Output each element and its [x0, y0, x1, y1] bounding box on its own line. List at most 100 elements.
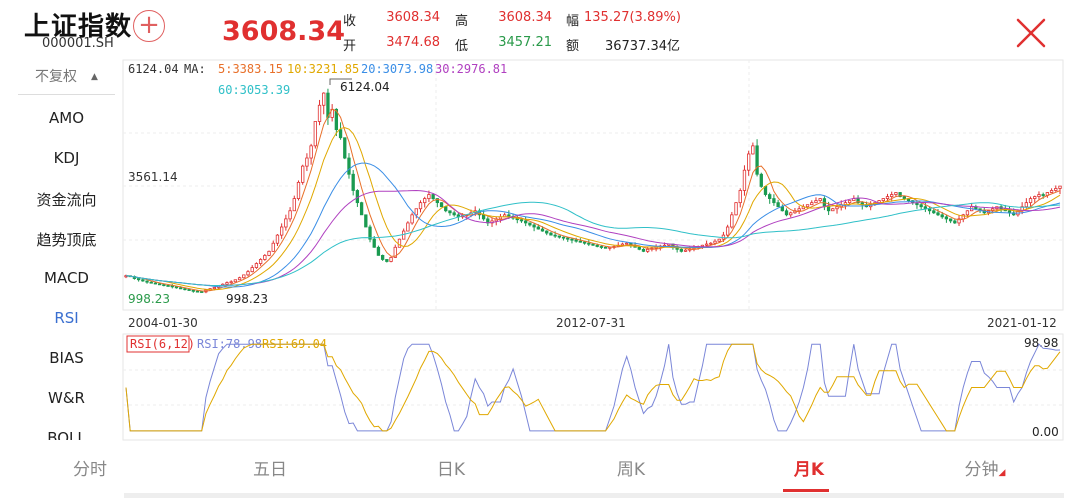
candle-body — [145, 280, 149, 283]
candle-body — [953, 220, 957, 224]
rsi-ymin-label: 0.00 — [1032, 425, 1059, 439]
candle-body — [713, 240, 717, 244]
candle-body — [948, 218, 953, 222]
adjust-select-label: 不复权 — [35, 69, 78, 85]
candle-body — [334, 108, 339, 131]
candle-body — [738, 190, 742, 204]
candle-body — [944, 216, 949, 220]
candle-body — [747, 153, 751, 171]
candle-body — [1028, 198, 1033, 204]
candle-body — [709, 242, 713, 245]
candle-body — [372, 238, 376, 248]
candle-body — [237, 277, 242, 281]
candle-body — [881, 198, 885, 202]
candle-body — [957, 218, 961, 224]
rsi-legend-box — [126, 335, 190, 353]
candle-body — [742, 169, 747, 191]
candle-body — [768, 194, 772, 199]
candle-body — [414, 208, 418, 216]
candle-body — [826, 206, 831, 212]
tab-intraday[interactable]: 分时 — [73, 460, 107, 480]
field-label-close: 收 — [343, 14, 357, 29]
candle-body — [936, 212, 940, 216]
max-marker: 6124.04 — [340, 80, 390, 94]
candle-body — [200, 291, 204, 293]
candle-body — [734, 202, 738, 216]
rsi-line-2 — [125, 343, 1061, 432]
ma-line-10 — [125, 127, 1061, 291]
candle-body — [1058, 185, 1062, 189]
x-tick-3: 2021-01-12 — [987, 316, 1057, 330]
sidebar-item-kdj[interactable]: KDJ — [53, 149, 80, 167]
tab-five-day[interactable]: 五日 — [253, 460, 287, 480]
candle-body — [898, 192, 902, 197]
candle-body — [1041, 194, 1045, 196]
candle-body — [195, 290, 200, 293]
candle-body — [574, 239, 578, 242]
candle-body — [225, 282, 229, 285]
sidebar-item-bias[interactable]: BIAS — [49, 349, 84, 367]
sidebar-item-macd[interactable]: MACD — [44, 269, 89, 287]
candle-body — [536, 226, 540, 230]
ma60-legend: 60:3053.39 — [218, 83, 290, 97]
candle-body — [158, 283, 162, 286]
triangle-down-icon: ▲ — [91, 72, 98, 82]
close-button[interactable] — [1014, 16, 1048, 50]
tab-minute[interactable]: 分钟◢ — [940, 455, 1030, 480]
candle-body — [355, 190, 360, 204]
sidebar-item-wr[interactable]: W&R — [48, 389, 85, 407]
candle-body — [919, 204, 923, 208]
tab-weekly-k[interactable]: 周K — [616, 460, 646, 480]
ma-line-5 — [125, 108, 1061, 292]
candle-body — [183, 288, 187, 291]
sidebar-item-fund-flow[interactable]: 资金流向 — [36, 191, 97, 209]
field-value-open: 3474.68 — [386, 35, 440, 50]
sidebar-item-rsi[interactable]: RSI — [54, 309, 79, 327]
candle-body — [229, 281, 233, 284]
add-watchlist-button[interactable]: + — [133, 10, 165, 42]
candle-body — [902, 196, 906, 199]
sidebar-item-amo[interactable]: AMO — [48, 109, 84, 127]
tab-minute-label: 分钟 — [964, 460, 999, 480]
candle-body — [1024, 202, 1028, 208]
tab-monthly-k[interactable]: 月K — [793, 460, 825, 480]
indicator-sidebar: 不复权 ▲ AMO KDJ 资金流向 趋势顶底 MACD RSI BIAS W&R… — [18, 62, 115, 440]
ma5-legend: 5:3383.15 — [218, 62, 283, 76]
candle-body — [296, 181, 301, 199]
candle-body — [343, 137, 347, 159]
candle-body — [507, 214, 511, 217]
candle-body — [174, 286, 179, 289]
candle-body — [1033, 196, 1037, 199]
tab-daily-k[interactable]: 日K — [436, 460, 466, 480]
candle-body — [1049, 190, 1054, 193]
candle-body — [452, 212, 456, 216]
candle-body — [797, 208, 801, 212]
candle-body — [776, 202, 780, 208]
candle-body — [847, 200, 852, 204]
active-tab-indicator — [783, 489, 829, 492]
candle-body — [166, 285, 170, 287]
candle-body — [524, 220, 528, 224]
candle-body — [317, 104, 322, 122]
candle-body — [246, 271, 250, 276]
sidebar-item-trend[interactable]: 趋势顶底 — [36, 231, 97, 249]
candle-body — [326, 92, 330, 118]
candle-body — [780, 206, 784, 212]
candle-body — [679, 248, 684, 252]
field-value-low: 3457.21 — [498, 35, 552, 50]
candle-body — [818, 198, 822, 202]
field-label-change: 幅 — [566, 14, 580, 29]
candle-body — [553, 234, 557, 237]
sidebar-item-boll[interactable]: BOLL — [47, 429, 86, 440]
adjust-select[interactable]: 不复权 ▲ — [18, 62, 115, 95]
candle-body — [810, 202, 814, 206]
candle-body — [932, 210, 936, 214]
candle-body — [557, 235, 561, 238]
candle-body — [301, 165, 305, 183]
ma10-legend: 10:3231.85 — [287, 62, 359, 76]
candle-body — [170, 285, 174, 288]
candle-body — [418, 202, 423, 210]
candle-body — [894, 192, 898, 195]
candle-body — [427, 194, 431, 199]
